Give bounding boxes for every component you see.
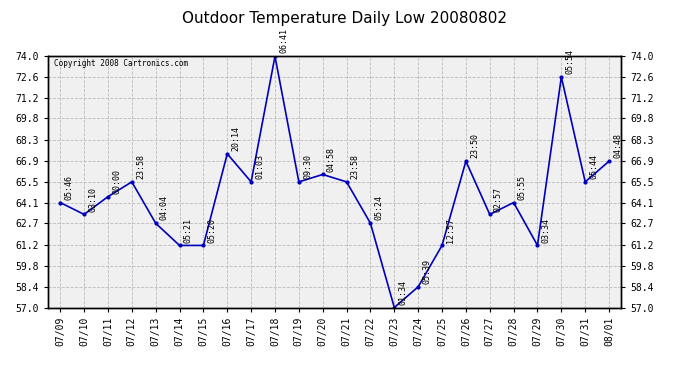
Text: 01:34: 01:34 [398, 280, 408, 305]
Text: 04:04: 04:04 [160, 195, 169, 220]
Text: 02:57: 02:57 [494, 187, 503, 211]
Text: 05:24: 05:24 [375, 195, 384, 220]
Text: 05:55: 05:55 [518, 175, 526, 200]
Text: 05:54: 05:54 [566, 49, 575, 74]
Text: 04:58: 04:58 [327, 147, 336, 172]
Text: 03:34: 03:34 [542, 217, 551, 243]
Text: 01:03: 01:03 [255, 154, 264, 179]
Text: 05:46: 05:46 [64, 175, 73, 200]
Text: 23:58: 23:58 [351, 154, 359, 179]
Text: Outdoor Temperature Daily Low 20080802: Outdoor Temperature Daily Low 20080802 [182, 11, 508, 26]
Text: 23:50: 23:50 [470, 134, 479, 158]
Text: 09:30: 09:30 [303, 154, 312, 179]
Text: Copyright 2008 Cartronics.com: Copyright 2008 Cartronics.com [54, 59, 188, 68]
Text: 05:44: 05:44 [589, 154, 598, 179]
Text: 23:58: 23:58 [136, 154, 145, 179]
Text: 05:20: 05:20 [208, 217, 217, 243]
Text: 00:00: 00:00 [112, 169, 121, 194]
Text: 12:57: 12:57 [446, 217, 455, 243]
Text: 06:41: 06:41 [279, 28, 288, 54]
Text: 05:21: 05:21 [184, 217, 193, 243]
Text: 03:10: 03:10 [88, 187, 97, 211]
Text: 04:48: 04:48 [613, 134, 622, 158]
Text: 20:14: 20:14 [231, 126, 240, 151]
Text: 05:39: 05:39 [422, 259, 431, 284]
